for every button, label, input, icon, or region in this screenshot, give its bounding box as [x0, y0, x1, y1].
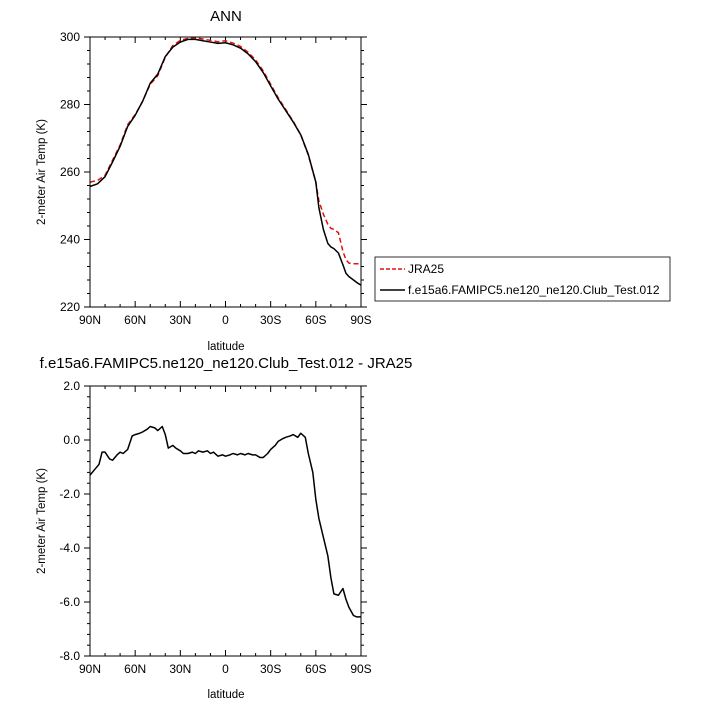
top-y-tick-label: 260 [60, 165, 80, 179]
bottom-panel: f.e15a6.FAMIPC5.ne120_ne120.Club_Test.01… [36, 355, 412, 701]
bottom-y-axis-label: 2-meter Air Temp (K) [36, 468, 48, 574]
bottom-x-tick-label: 30N [169, 662, 191, 676]
top-y-tick-label: 240 [60, 233, 80, 247]
top-x-tick-label: 60S [305, 313, 326, 327]
bottom-x-tick-label: 60S [305, 662, 326, 676]
top-x-tick-label: 90S [350, 313, 371, 327]
bottom-x-tick-label: 60N [124, 662, 146, 676]
bottom-x-tick-label: 90S [350, 662, 371, 676]
top-x-tick-label: 30S [260, 313, 281, 327]
top-plot-area: 90N 60N 30N 0 30S 60S 90S 220 240 260 280 300 [60, 30, 372, 327]
bottom-x-tick-label: 90N [79, 662, 101, 676]
bottom-plot-area: 90N 60N 30N 0 30S 60S 90S -8.0 -6.0 -4.0 -2.0 0.0 2.… [59, 379, 371, 676]
bottom-x-tick-label: 0 [222, 662, 229, 676]
bottom-x-tick-label: 30S [260, 662, 281, 676]
bottom-y-tick-label: -4.0 [59, 541, 80, 555]
top-series-line-model [89, 38, 362, 286]
bottom-series-line-difference [89, 425, 361, 618]
top-x-tick-label: 60N [124, 313, 146, 327]
top-x-axis-label: latitude [207, 341, 244, 353]
bottom-y-tick-label: 0.0 [63, 433, 80, 447]
top-x-tick-label: 90N [79, 313, 101, 327]
top-y-tick-label: 300 [60, 30, 80, 44]
bottom-y-tick-label: 2.0 [63, 379, 80, 393]
bottom-y-tick-label: -2.0 [59, 487, 80, 501]
legend-box [374, 256, 671, 302]
legend-label-model: f.e15a6.FAMIPC5.ne120_ne120.Club_Test.01… [408, 283, 660, 297]
top-series-line-jra25 [89, 36, 362, 265]
top-panel: ANN 90N 60N 30N 0 30S 60S 90S 220 240 260 280 300 l… [36, 8, 372, 353]
top-plot-frame [89, 36, 362, 308]
legend-label-jra25: JRA25 [408, 262, 444, 276]
bottom-y-tick-label: -8.0 [59, 649, 80, 663]
bottom-x-axis-label: latitude [207, 689, 244, 701]
top-y-axis-label: 2-meter Air Temp (K) [36, 119, 48, 225]
legend: JRA25 f.e15a6.FAMIPC5.ne120_ne120.Club_T… [374, 256, 671, 302]
top-y-tick-label: 280 [60, 98, 80, 112]
bottom-plot-frame [89, 385, 362, 657]
top-x-tick-label: 30N [169, 313, 191, 327]
top-x-tick-label: 0 [222, 313, 229, 327]
bottom-y-tick-label: -6.0 [59, 595, 80, 609]
top-y-tick-label: 220 [60, 300, 80, 314]
top-chart-title: ANN [210, 8, 242, 25]
bottom-chart-title: f.e15a6.FAMIPC5.ne120_ne120.Club_Test.01… [40, 355, 413, 372]
